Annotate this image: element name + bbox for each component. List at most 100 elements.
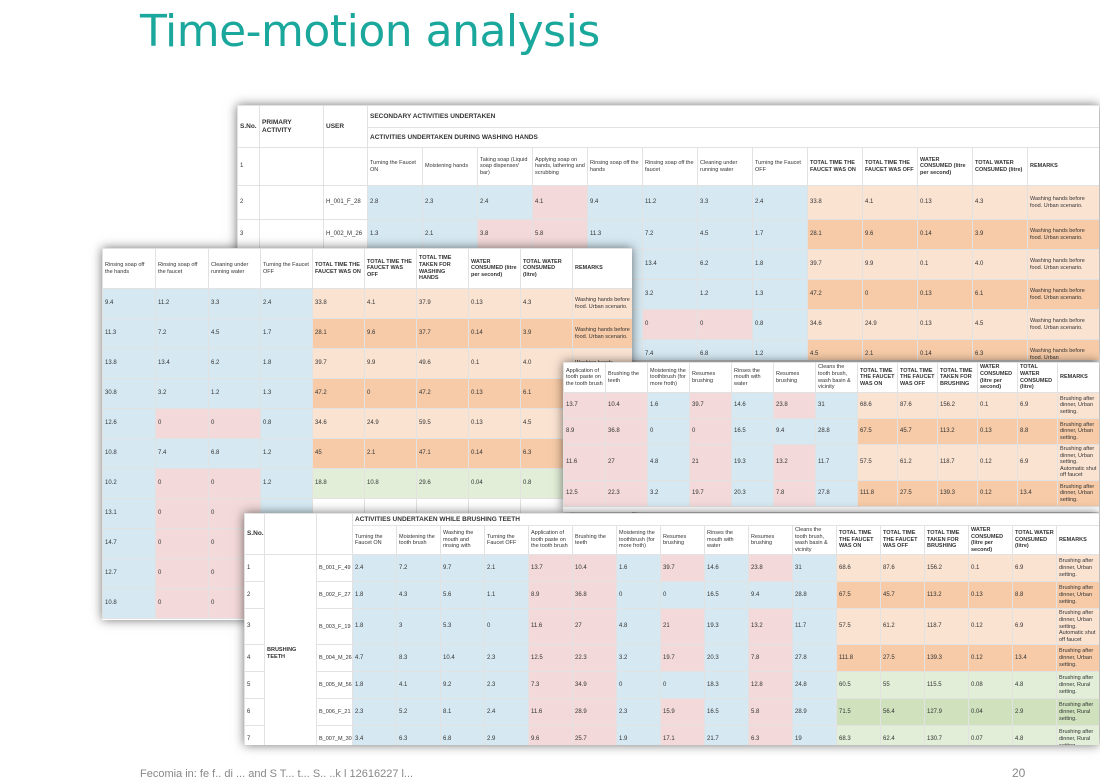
table-row: 3 H_002_M_26 1.3 2.1 3.8 5.8 11.3 7.2 4.… [237,219,1099,250]
table-cell: 118.7 [924,608,969,646]
table-cell: 9.4 [748,581,793,610]
table-cell: 0 [364,378,417,409]
table-cell: 0.04 [468,468,521,499]
table-cell: Brushing after dinner, Urban setting. Au… [1055,608,1099,646]
table-row: 13.813.46.21.8 39.79.949.60.14.0Washing … [102,348,632,379]
table-cell: 130.7 [924,725,969,745]
table-cell: 11.2 [155,288,209,319]
table-row: 10.8 7.4 6.8 1.2 45 2.1 47.1 0.14 6.3 [102,438,632,469]
column-header: Application of tooth paste on the tooth … [563,362,606,393]
secondary-activities-header: SECONDARY ACTIVITIES UNDERTAKEN [366,105,1099,128]
table-cell: 0.12 [968,608,1013,646]
table-cell: 45 [312,438,365,469]
row-sno: 3 [237,219,260,250]
table-cell: 0.14 [468,438,521,469]
table-cell: 16.5 [704,581,749,610]
table-cell: 71.5 [836,698,881,727]
table-cell: 9.6 [364,318,417,349]
table-cell: 1.3 [752,279,808,310]
table-cell: 2.1 [422,219,478,250]
row-sno: 1 [244,554,265,583]
table-cell: 2.3 [484,671,529,700]
table-row: 7 B_007_M_30 3.4 6.3 6.8 2.9 9.6 25.7 1.9 17.1… [244,725,1099,745]
table-cell: 61.2 [897,444,938,481]
column-header: TOTAL TIME THE FAUCET WAS ON [857,362,898,393]
table-cell: 28.9 [572,698,617,727]
column-header: Cleaning under running water [208,248,261,289]
user-id: B_007_M_30 [316,725,353,745]
table-cell: 11.3 [102,318,156,349]
table-cell: 0 [689,418,732,445]
table-cell: 57.5 [836,608,881,646]
row-sno: 3 [244,608,265,646]
table-cell: Brushing after dinner, Urban setting. [1055,554,1099,583]
column-header: Moistening the toothbrush (for more frot… [616,524,661,556]
column-header: TOTAL TIME THE FAUCET WAS OFF [897,362,938,393]
table-cell: 118.7 [937,444,978,481]
table-cell: 47.2 [416,378,469,409]
table-cell: 23.8 [748,554,793,583]
table-cell: 12.6 [102,408,156,439]
table-cell: Brushing after dinner, Urban setting. [1057,418,1099,445]
column-header: Rinsing soap off the hands [102,248,156,289]
column-header: TOTAL TIME THE FAUCET WAS ON [836,524,881,556]
table-cell: 33.8 [807,185,863,220]
table-cell: 4.5 [208,318,261,349]
table-cell: 1.8 [352,608,397,646]
table-cell: 139.3 [924,644,969,673]
table-cell: 0.13 [968,581,1013,610]
table-cell: 27.5 [880,644,925,673]
table-cell: 4.5 [807,339,863,360]
table-cell: 0 [155,528,209,559]
table-cell: 1.8 [352,671,397,700]
table-cell: 6.8 [697,339,753,360]
table-cell: 34.6 [807,309,863,340]
row-sno: 2 [237,185,260,220]
column-header: Washing the mouth and rinsing with [440,524,485,556]
table-cell: 6.9 [1012,608,1057,646]
column-header: TOTAL TIME TAKEN FOR WASHING HANDS [416,248,469,289]
table-cell: 0 [208,468,261,499]
table-cell: 18.8 [312,468,365,499]
table-cell: 6.8 [440,725,485,745]
table-cell: 13.8 [102,348,156,379]
table-row: 11.6 27 4.8 21 19.3 13.2 11.7 57.5 61.2 118.7 0.1… [563,444,1099,481]
column-header: Moistening the toothbrush (for more frot… [647,362,690,393]
table-cell: 1.1 [484,581,529,610]
table-cell: 113.2 [924,581,969,610]
table-cell: 11.7 [815,444,858,481]
table-cell: 0 [155,468,209,499]
column-header: REMARKS [572,248,632,289]
table-cell: 7.2 [396,554,441,583]
table-cell: 29.6 [416,468,469,499]
table-cell: 12.8 [748,671,793,700]
table-cell: Brushing after dinner, Urban setting. Au… [1057,444,1099,481]
table-cell: 22.3 [605,479,648,507]
table-cell: 2.1 [364,438,417,469]
table-row: 8.9 36.8 0 0 16.5 9.4 28.8 67.5 45.7 113.2 0.13 8.… [563,418,1099,445]
table-cell: 59.5 [416,408,469,439]
table-cell: 0 [697,309,753,340]
table-cell: 87.6 [897,392,938,419]
table-cell: 87.6 [880,554,925,583]
table-cell: 25.7 [572,725,617,745]
table-cell: 7.4 [642,339,698,360]
table-cell: 6.2 [208,348,261,379]
table-cell: 5.6 [440,581,485,610]
table-cell: Brushing after dinner, Urban setting. [1055,581,1099,610]
column-header: TOTAL WATER CONSUMED (litre) [1012,524,1057,556]
table-cell: 156.2 [937,392,978,419]
table-cell: 30.8 [102,378,156,409]
table-cell: 1.2 [697,279,753,310]
table-cell: Washing hands before food. Urban scenari… [1026,279,1099,310]
table-cell: 56.4 [880,698,925,727]
table-cell: 6.3 [972,339,1028,360]
table-cell: 0 [660,671,705,700]
table-cell: 4.8 [1012,671,1057,700]
column-header: Turning the Faucet OFF [484,524,529,556]
table-cell: 19 [792,725,837,745]
table-cell: 19.3 [704,608,749,646]
table-cell: 3.9 [520,318,573,349]
table-cell: 2.4 [352,554,397,583]
table-row: 13.7 10.4 1.6 39.7 14.6 23.8 31 68.6 87.6 156.2 0… [563,392,1099,419]
